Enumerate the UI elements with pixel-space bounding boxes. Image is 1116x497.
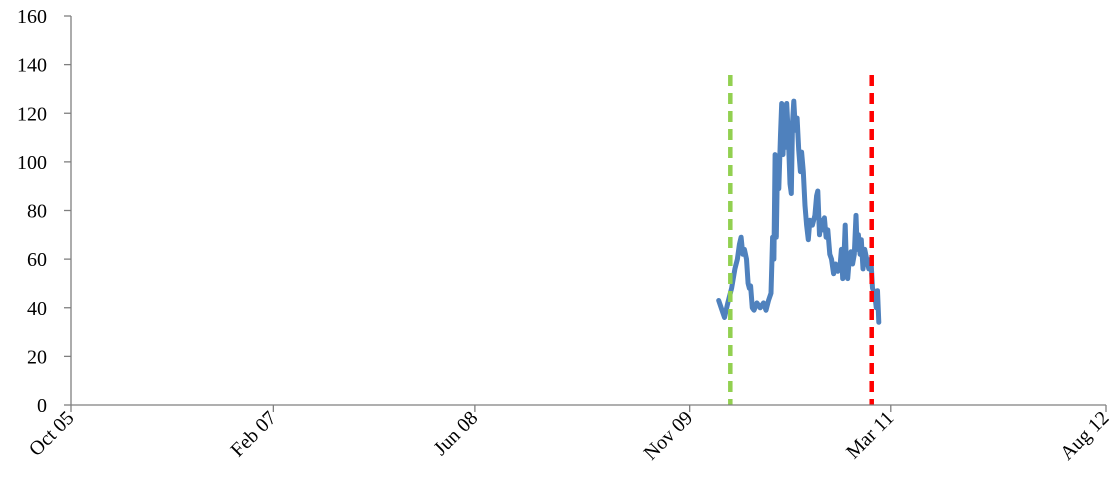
x-tick-label: Nov 09 <box>640 407 698 465</box>
y-tick-label: 0 <box>37 395 47 417</box>
y-tick-label: 160 <box>17 6 47 28</box>
x-axis-ticks: Oct 05 Feb 07 Jun 08 Nov 09 Mar 11 Aug 12 <box>25 405 1114 465</box>
y-axis-ticks: 0 20 40 60 80 100 120 140 160 <box>17 6 71 417</box>
y-tick-label: 120 <box>17 103 47 125</box>
y-tick-label: 20 <box>27 346 47 368</box>
x-tick-label: Jun 08 <box>430 407 483 460</box>
series-layer <box>716 98 882 325</box>
y-tick-label: 80 <box>27 201 47 223</box>
x-tick-label: Oct 05 <box>25 407 79 461</box>
x-tick-label: Mar 11 <box>842 407 898 463</box>
y-tick-label: 140 <box>17 55 47 77</box>
y-tick-label: 100 <box>17 152 47 174</box>
series-line <box>716 98 882 325</box>
y-tick-label: 40 <box>27 298 47 320</box>
marker-layer <box>728 75 874 405</box>
x-tick-label: Feb 07 <box>226 407 280 461</box>
x-tick-label: Aug 12 <box>1056 407 1114 465</box>
y-tick-label: 60 <box>27 249 47 271</box>
